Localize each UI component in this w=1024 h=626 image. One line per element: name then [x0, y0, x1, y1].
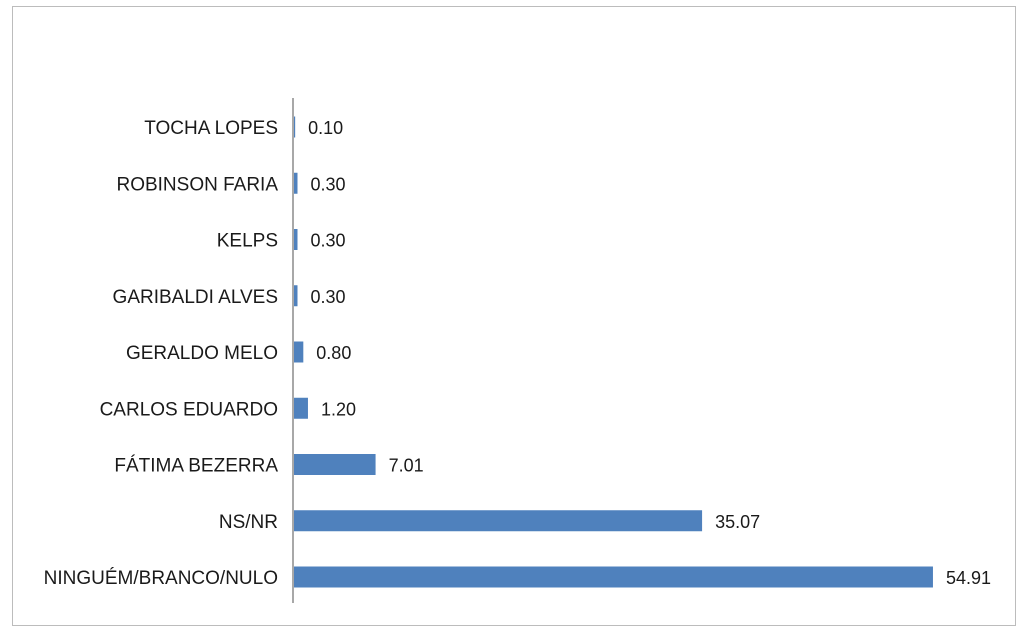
bar-robinson-faria — [294, 172, 298, 194]
category-label-tocha-lopes: TOCHA LOPES — [144, 118, 278, 139]
category-label-garibaldi-alves: GARIBALDI ALVES — [113, 287, 278, 308]
value-label-carlos-eduardo: 1.20 — [321, 399, 356, 419]
value-label-tocha-lopes: 0.10 — [308, 118, 343, 138]
value-label-geraldo-melo: 0.80 — [316, 343, 351, 363]
bar-kelps — [294, 229, 298, 250]
value-label-fatima-bezerra: 7.01 — [389, 456, 424, 476]
value-label-garibaldi-alves: 0.30 — [310, 287, 345, 307]
bar-tocha-lopes — [294, 116, 296, 138]
bar-geraldo-melo — [294, 341, 304, 363]
labels-layer: TOCHA LOPES 0.10 ROBINSON FARIA 0.30 KELPS 0.… — [44, 118, 991, 589]
bar-carlos-eduardo — [294, 397, 308, 419]
bar-fatima-bezerra — [294, 454, 376, 475]
category-label-carlos-eduardo: CARLOS EDUARDO — [100, 399, 278, 420]
category-label-ninguem-branco-nulo: NINGUÉM/BRANCO/NULO — [44, 568, 278, 589]
bar-garibaldi-alves — [294, 285, 298, 307]
category-label-kelps: KELPS — [217, 231, 278, 252]
value-label-kelps: 0.30 — [310, 231, 345, 251]
bar-ninguem-branco-nulo — [294, 566, 933, 588]
category-label-robinson-faria: ROBINSON FARIA — [116, 174, 278, 195]
value-label-robinson-faria: 0.30 — [310, 174, 345, 194]
category-label-fatima-bezerra: FÁTIMA BEZERRA — [114, 456, 278, 477]
value-label-ns-nr: 35.07 — [715, 512, 760, 532]
category-label-ns-nr: NS/NR — [219, 512, 278, 533]
bars-layer — [294, 116, 933, 588]
category-label-geraldo-melo: GERALDO MELO — [126, 343, 278, 364]
value-label-ninguem-branco-nulo: 54.91 — [946, 568, 991, 588]
bar-ns-nr — [294, 510, 703, 532]
